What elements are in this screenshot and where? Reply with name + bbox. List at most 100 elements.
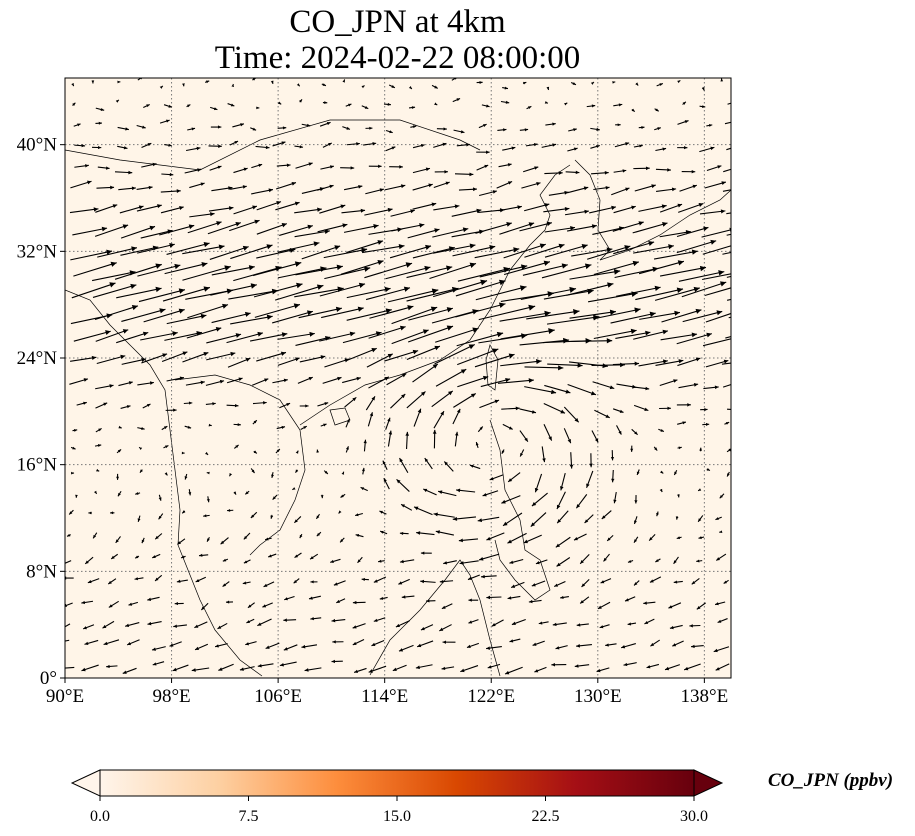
wind-vector-head	[696, 559, 700, 563]
wind-vector	[457, 376, 489, 388]
wind-vector-head	[291, 181, 296, 186]
latitude-axis: 0° 8°N 16°N 24°N 32°N 40°N	[17, 135, 65, 689]
wind-vector-head	[115, 99, 119, 103]
wind-vector-head	[399, 325, 406, 331]
wind-vector-head	[303, 426, 307, 430]
wind-vector-head	[188, 224, 195, 230]
wind-vector-head	[329, 165, 334, 169]
wind-vector-head	[479, 426, 483, 430]
wind-vector-head	[250, 514, 255, 518]
wind-vector-head	[503, 521, 508, 526]
wind-vector	[520, 288, 577, 301]
wind-vector	[457, 348, 499, 366]
wind-vector-head	[118, 425, 122, 429]
wind-vector-head	[589, 463, 593, 468]
wind-vector-head	[704, 408, 708, 412]
wind-vector	[159, 224, 195, 236]
wind-vector-head	[719, 530, 723, 534]
wind-vector-head	[708, 123, 713, 127]
wind-vector-head	[660, 470, 664, 474]
wind-vector-head	[262, 604, 267, 608]
wind-vector	[726, 233, 731, 236]
wind-vector-head	[163, 426, 168, 430]
wind-vector-head	[356, 376, 361, 381]
wind-vector	[368, 326, 406, 339]
wind-vector-head	[331, 659, 336, 664]
wind-vector	[186, 327, 222, 339]
wind-vector-head	[179, 206, 184, 210]
wind-vector-head	[414, 506, 419, 511]
wind-vector	[114, 263, 162, 280]
wind-vector	[166, 314, 207, 325]
wind-vector-head	[115, 539, 119, 543]
wind-vector-head	[299, 534, 303, 539]
wind-vector-head	[676, 536, 681, 540]
wind-vector-head	[176, 579, 181, 583]
wind-vector-head	[736, 381, 740, 384]
wind-vector-head	[720, 209, 726, 214]
wind-vector-head	[305, 404, 309, 408]
wind-vector-head	[600, 580, 605, 584]
wind-vector-head	[701, 87, 705, 91]
wind-vector	[274, 284, 324, 301]
wind-vector-head	[155, 535, 159, 540]
wind-vector-head	[83, 378, 88, 382]
wind-vector-head	[554, 583, 559, 587]
wind-vector-head	[334, 245, 341, 251]
wind-vector-head	[388, 430, 393, 435]
wind-vector-head	[667, 168, 671, 172]
wind-vector-head	[134, 577, 139, 581]
wind-vector-head	[75, 494, 78, 498]
wind-vector	[633, 330, 669, 340]
wind-vector-head	[168, 143, 172, 147]
wind-vector-head	[452, 516, 458, 521]
wind-vector-head	[469, 262, 476, 268]
wind-vector-head	[210, 212, 215, 217]
wind-vector-head	[228, 186, 233, 191]
wind-vector	[613, 241, 655, 255]
wind-vector-head	[296, 282, 303, 289]
wind-vector-head	[489, 245, 496, 251]
wind-vector-head	[486, 104, 490, 108]
wind-vector-head	[575, 170, 580, 175]
wind-vector-head	[307, 224, 313, 230]
wind-vector-head	[227, 508, 231, 512]
wind-vector-head	[517, 205, 522, 210]
wind-vector-head	[656, 512, 659, 517]
wind-vector-head	[584, 209, 589, 214]
wind-vector-head	[691, 332, 698, 338]
wind-vector-head	[544, 203, 550, 208]
wind-vector	[722, 383, 731, 388]
wind-vector-head	[691, 249, 698, 255]
wind-vector-head	[231, 83, 235, 87]
wind-vector-head	[181, 555, 185, 559]
wind-vector	[294, 287, 344, 298]
wind-vector-head	[623, 662, 628, 667]
wind-vector-head	[73, 428, 78, 432]
wind-vector	[475, 222, 512, 234]
wind-vector-head	[649, 579, 654, 583]
wind-vector-head	[468, 620, 473, 624]
wind-vector-head	[576, 644, 580, 648]
wind-vector	[544, 226, 576, 233]
wind-vector-head	[511, 584, 516, 588]
wind-vector-head	[229, 473, 233, 477]
coastline-indochina-east	[174, 374, 306, 556]
wind-vector	[346, 309, 392, 321]
wind-vector-head	[508, 426, 513, 430]
wind-vector	[207, 222, 241, 235]
wind-vector-head	[105, 166, 110, 170]
wind-vector	[71, 282, 116, 299]
wind-vector-head	[630, 328, 637, 334]
wind-vector-head	[395, 623, 400, 628]
wind-vector-head	[218, 144, 222, 148]
wind-vector-head	[498, 279, 506, 286]
wind-vector-head	[668, 605, 673, 609]
wind-vector	[340, 260, 384, 275]
wind-vector-head	[109, 384, 114, 388]
wind-vector-head	[470, 393, 476, 398]
wind-vector-head	[299, 145, 304, 149]
wind-vector	[524, 244, 565, 258]
wind-vector-head	[371, 396, 375, 401]
wind-vector-head	[487, 665, 492, 669]
